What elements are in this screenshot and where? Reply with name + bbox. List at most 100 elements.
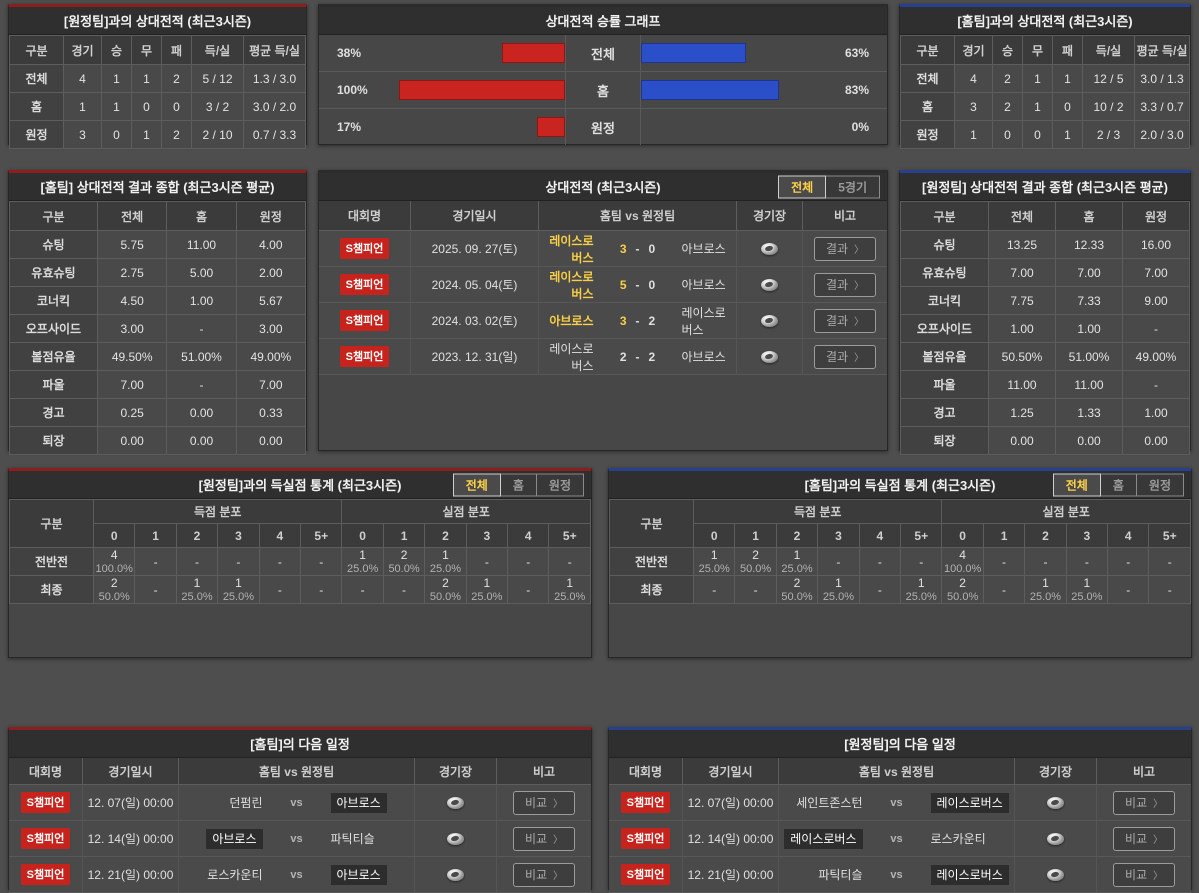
- col-header: 승: [101, 35, 132, 65]
- cell-value: 0: [131, 92, 162, 121]
- left-percent-label: 38%: [337, 46, 362, 60]
- league-cell: S챔피언: [319, 303, 411, 338]
- table-row: 원정 1 0 0 1 2 / 3 2.0 / 3.0: [900, 120, 1190, 149]
- schedule-row: S챔피언 12. 14(일) 00:00 아브로스 vs 파틱티슬 비교 〉: [9, 821, 591, 857]
- venue-cell: [415, 821, 497, 856]
- result-button[interactable]: 결과 〉: [813, 236, 877, 261]
- stadium-globe-icon[interactable]: [761, 242, 778, 255]
- goal-stats-tabs: 전체 홈 원정: [1052, 473, 1184, 496]
- row-label: 파울: [9, 370, 98, 399]
- header-row: 0 1 2 3 4 5+ 0 1 2 3 4 5+: [610, 523, 1191, 548]
- stadium-globe-icon[interactable]: [447, 832, 464, 845]
- result-button[interactable]: 결과 〉: [813, 272, 877, 297]
- panel-title: [홈팀]의 다음 일정: [250, 737, 350, 752]
- col-header: 대회명: [319, 201, 411, 230]
- header-row: 0 1 2 3 4 5+ 0 1 2 3 4 5+: [10, 523, 591, 548]
- home-score: 5: [619, 277, 627, 292]
- table-row: 최종 2 50.0% -1 25.0% 1 25.0% - - - -2 50.0% 1 25.0% -1 2…: [9, 575, 591, 604]
- col-header: 전체: [988, 201, 1056, 231]
- away-team-name: 로스카운티: [919, 830, 1015, 847]
- stadium-globe-icon[interactable]: [761, 278, 778, 291]
- left-team-bar: [537, 117, 565, 137]
- away-score: 0: [648, 277, 656, 292]
- cell-value: 1.00: [166, 286, 237, 315]
- cell-value: 0: [161, 92, 192, 121]
- count-value: 1: [793, 548, 801, 562]
- panel-title: [원정팀]과의 상대전적 (최근3시즌): [63, 14, 252, 29]
- cell-value: 51.00%: [1055, 342, 1123, 371]
- row-label: 유효슈팅: [9, 258, 98, 287]
- distribution-cell: 1 25.0%: [217, 575, 260, 604]
- percent-value: 25.0%: [698, 563, 730, 575]
- cell-value: 1.00: [988, 314, 1056, 343]
- compare-button[interactable]: 비교 〉: [1112, 862, 1176, 887]
- cell-value: 0.33: [235, 398, 307, 427]
- cell-value: 4: [63, 64, 102, 93]
- distribution-cell: 2 50.0%: [92, 575, 136, 604]
- distribution-cell: -: [175, 547, 219, 576]
- stadium-globe-icon[interactable]: [761, 314, 778, 327]
- league-cell: S챔피언: [9, 857, 83, 892]
- tab-all[interactable]: 전체: [1052, 473, 1101, 496]
- cell-value: 11.00: [988, 370, 1056, 399]
- row-label: 퇴장: [9, 426, 98, 455]
- tab-all[interactable]: 전체: [778, 175, 827, 198]
- cell-value: 2.75: [96, 258, 168, 287]
- chevron-right-icon: 〉: [553, 834, 564, 846]
- tab-away[interactable]: 원정: [1135, 473, 1184, 496]
- percent-value: 25.0%: [429, 563, 462, 575]
- compare-button[interactable]: 비교 〉: [1112, 790, 1176, 815]
- cell-value: 5.75: [96, 230, 168, 259]
- stadium-globe-icon[interactable]: [1047, 796, 1064, 809]
- match-cell: 레이스로버스 2-2 아브로스: [539, 339, 737, 374]
- match-date: 12. 21(일) 00:00: [83, 857, 179, 892]
- league-cell: S챔피언: [319, 339, 411, 374]
- count-value: 1: [566, 576, 574, 590]
- league-badge: S챔피언: [339, 274, 390, 295]
- distribution-cell: -: [1148, 575, 1191, 604]
- cell-value: 2: [161, 64, 192, 93]
- away-score: 0: [648, 241, 656, 256]
- distribution-cell: -: [134, 547, 177, 576]
- tab-home[interactable]: 홈: [499, 473, 537, 496]
- col-header: 5+: [900, 523, 943, 548]
- col-header: 1: [982, 523, 1026, 548]
- compare-button[interactable]: 비교 〉: [1112, 826, 1176, 851]
- stadium-globe-icon[interactable]: [1047, 868, 1064, 881]
- tab-5games[interactable]: 5경기: [825, 175, 880, 198]
- team-label: 아브로스: [330, 865, 387, 885]
- distribution-cell: 1 25.0%: [1065, 575, 1109, 604]
- stadium-globe-icon[interactable]: [447, 796, 464, 809]
- panel-title-bar: [홈팀]의 다음 일정: [9, 730, 591, 758]
- cell-value: 3.00: [96, 314, 168, 343]
- compare-button[interactable]: 비교 〉: [512, 826, 576, 851]
- stadium-globe-icon[interactable]: [1047, 832, 1064, 845]
- row-label: 코너킥: [9, 286, 98, 315]
- tab-all[interactable]: 전체: [452, 473, 501, 496]
- stadium-globe-icon[interactable]: [761, 350, 778, 363]
- schedule-table-header: 대회명 경기일시 홈팀 vs 원정팀 경기장 비고: [9, 758, 591, 785]
- tab-home[interactable]: 홈: [1099, 473, 1137, 496]
- stadium-globe-icon[interactable]: [447, 868, 464, 881]
- result-button-label: 결과: [825, 349, 849, 364]
- count-value: 2: [110, 576, 118, 590]
- col-header: 무: [1022, 35, 1053, 65]
- schedule-row: S챔피언 12. 07(일) 00:00 세인트존스턴 vs 레이스로버스 비교 〉: [609, 785, 1191, 821]
- cell-value: -: [1122, 370, 1190, 399]
- result-button[interactable]: 결과 〉: [813, 344, 877, 369]
- match-date: 12. 07(일) 00:00: [683, 785, 779, 820]
- compare-button[interactable]: 비교 〉: [512, 862, 576, 887]
- tab-away[interactable]: 원정: [535, 473, 584, 496]
- match-cell: 파틱티슬 vs 레이스로버스: [779, 857, 1015, 892]
- cell-value: 0.00: [166, 398, 237, 427]
- distribution-cell: -: [817, 547, 860, 576]
- col-header: 3: [1065, 523, 1109, 548]
- away-score: 2: [648, 313, 656, 328]
- right-team-bar: [641, 80, 779, 100]
- count-value: 1: [1042, 576, 1049, 590]
- match-row: S챔피언 2024. 03. 02(토) 아브로스 3-2 레이스로버스 결과 〉: [319, 303, 887, 339]
- match-filter-tabs: 전체 5경기: [778, 175, 880, 198]
- compare-button[interactable]: 비교 〉: [512, 790, 576, 815]
- result-button[interactable]: 결과 〉: [813, 308, 877, 333]
- col-header: 2: [775, 523, 819, 548]
